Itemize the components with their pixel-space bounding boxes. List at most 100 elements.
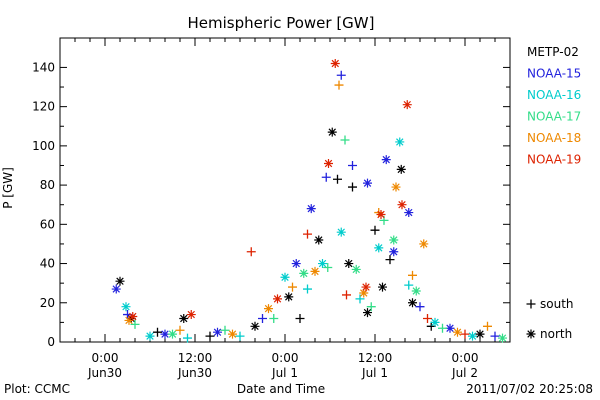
- data-point: [323, 262, 333, 272]
- data-point: [468, 331, 477, 341]
- y-tick-label: 120: [32, 100, 55, 114]
- data-point: [483, 321, 492, 331]
- legend-entry: NOAA-19: [527, 153, 581, 167]
- data-markers: [111, 58, 507, 343]
- asterisk-marker: [318, 259, 327, 269]
- asterisk-marker: [280, 272, 290, 282]
- asterisk-marker: [397, 200, 407, 210]
- data-point: [179, 313, 189, 323]
- data-point: [342, 290, 351, 300]
- plus-marker: [415, 302, 425, 312]
- data-point: [381, 155, 391, 165]
- data-point: [291, 259, 301, 269]
- asterisk-marker: [475, 329, 485, 339]
- y-tick-label: 40: [40, 257, 55, 271]
- plus-marker: [288, 282, 297, 292]
- data-point: [303, 284, 312, 294]
- data-point: [168, 329, 177, 339]
- data-point: [351, 264, 361, 274]
- data-point: [250, 321, 260, 331]
- data-point: [363, 308, 372, 318]
- data-point: [321, 172, 331, 182]
- asterisk-marker: [306, 204, 316, 214]
- asterisk-marker: [250, 321, 260, 331]
- data-point: [404, 208, 414, 218]
- asterisk-marker: [324, 159, 333, 169]
- asterisk-marker: [526, 329, 536, 339]
- data-point: [445, 323, 455, 333]
- data-point: [348, 182, 357, 192]
- plus-marker: [183, 333, 192, 343]
- x-tick-date-label: Jun30: [87, 366, 122, 380]
- plus-marker: [342, 290, 351, 300]
- data-point: [288, 282, 297, 292]
- y-tick-label: 100: [32, 139, 55, 153]
- asterisk-marker: [419, 239, 429, 249]
- series-noaa-17: [130, 135, 507, 343]
- plus-marker: [235, 331, 245, 341]
- asterisk-marker: [351, 264, 361, 274]
- asterisk-marker: [327, 127, 337, 137]
- data-point: [378, 282, 387, 292]
- marker-legend-entry: south: [526, 297, 574, 311]
- x-tick-date-label: Jul 2: [451, 366, 478, 380]
- data-point: [273, 294, 282, 304]
- plus-marker: [408, 270, 417, 280]
- asterisk-marker: [395, 137, 405, 147]
- asterisk-marker: [389, 247, 399, 257]
- asterisk-marker: [291, 259, 301, 269]
- data-point: [264, 304, 273, 314]
- asterisk-marker: [124, 315, 134, 325]
- data-point: [183, 333, 192, 343]
- asterisk-marker: [145, 331, 155, 341]
- chart-title: Hemispheric Power [GW]: [188, 14, 375, 32]
- data-point: [284, 292, 294, 302]
- data-point: [336, 227, 346, 237]
- asterisk-marker: [430, 317, 440, 327]
- data-point: [160, 329, 170, 339]
- plus-marker: [526, 299, 536, 309]
- data-point: [128, 312, 138, 322]
- data-point: [498, 333, 507, 343]
- data-point: [389, 235, 399, 245]
- data-point: [299, 268, 309, 278]
- asterisk-marker: [389, 235, 399, 245]
- data-point: [205, 331, 215, 341]
- plus-marker: [321, 172, 331, 182]
- x-tick-time-label: 0:00: [452, 351, 479, 365]
- data-point: [334, 80, 344, 90]
- asterisk-marker: [359, 288, 369, 298]
- data-point: [258, 313, 267, 323]
- plus-marker: [348, 182, 357, 192]
- plus-marker: [205, 331, 215, 341]
- legend-entry: NOAA-15: [527, 67, 581, 81]
- y-tick-label: 80: [40, 178, 55, 192]
- data-point: [280, 272, 290, 282]
- data-point: [314, 235, 324, 245]
- y-axis-label: P [GW]: [1, 167, 15, 209]
- data-point: [348, 160, 357, 170]
- data-point: [186, 310, 196, 320]
- marker-legend-entry: north: [526, 327, 572, 341]
- data-point: [475, 329, 485, 339]
- series-noaa-18: [124, 80, 492, 339]
- plus-marker: [460, 329, 470, 339]
- data-point: [330, 58, 340, 68]
- plus-marker: [336, 70, 346, 80]
- plus-marker: [303, 284, 312, 294]
- plus-marker: [370, 225, 380, 235]
- plus-marker: [438, 323, 447, 333]
- plus-marker: [258, 313, 267, 323]
- series-metp-02: [115, 127, 485, 341]
- data-point: [426, 321, 436, 331]
- data-point: [366, 302, 376, 312]
- asterisk-marker: [361, 282, 371, 292]
- plus-marker: [130, 319, 140, 329]
- asterisk-marker: [336, 227, 346, 237]
- asterisk-marker: [445, 323, 455, 333]
- legend-entry: NOAA-18: [527, 131, 581, 145]
- plus-marker: [153, 327, 162, 337]
- data-point: [327, 127, 337, 137]
- data-point: [336, 70, 346, 80]
